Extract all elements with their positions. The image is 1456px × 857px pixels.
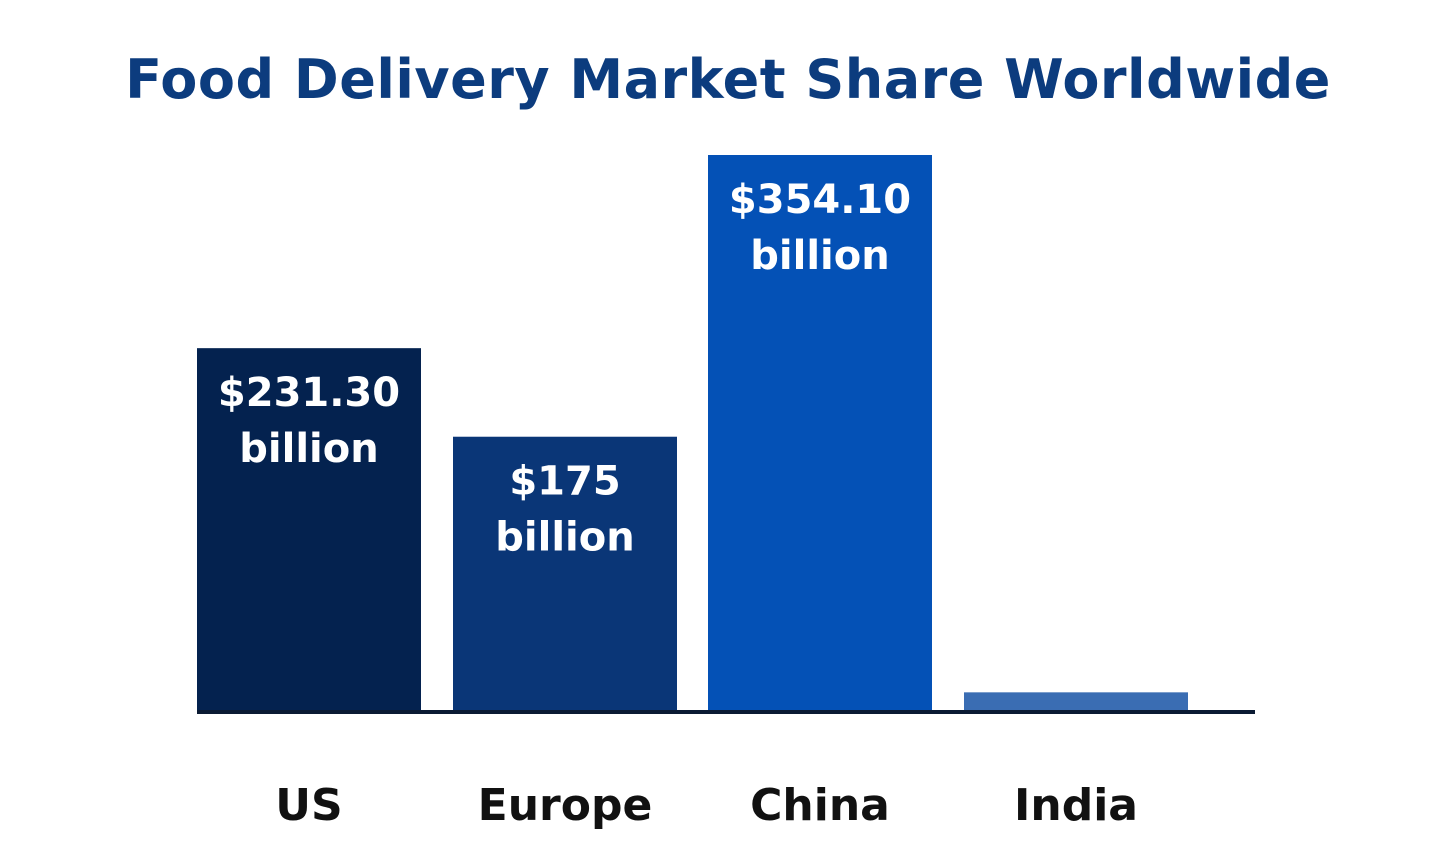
bar-india — [964, 692, 1188, 712]
bar-china — [708, 155, 932, 712]
data-label-us-unit: billion — [239, 426, 378, 472]
data-label-india-unit: billion — [1006, 770, 1145, 816]
data-label-europe-unit: billion — [495, 515, 634, 561]
category-label-europe: Europe — [478, 780, 653, 831]
data-label-europe-value: $175 — [509, 459, 620, 505]
bar-europe — [453, 436, 677, 712]
data-label-china-unit: billion — [750, 233, 889, 279]
category-label-us: US — [275, 780, 342, 831]
category-labels-group: US Europe China India — [275, 780, 1138, 831]
chart-title: Food Delivery Market Share Worldwide — [125, 48, 1331, 111]
bar-labels-group: $231.30 billion $175 billion $354.10 billion $… — [218, 177, 1146, 816]
data-label-us-value: $231.30 — [218, 370, 400, 416]
category-label-india: India — [1014, 780, 1138, 831]
data-label-india-value: $12.5 — [1013, 714, 1140, 760]
category-label-china: China — [750, 780, 890, 831]
bars-group — [197, 155, 1188, 712]
bar-us — [197, 348, 421, 712]
data-label-china-value: $354.10 — [729, 177, 911, 223]
